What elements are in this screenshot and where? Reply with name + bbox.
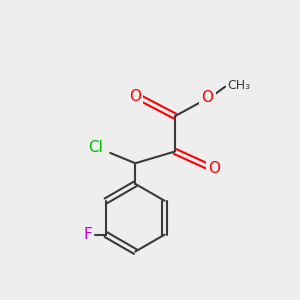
Text: O: O	[201, 90, 213, 105]
Text: O: O	[129, 88, 141, 104]
Text: O: O	[208, 161, 220, 176]
Text: F: F	[83, 227, 92, 242]
Text: Cl: Cl	[88, 140, 103, 154]
Text: CH₃: CH₃	[227, 79, 250, 92]
